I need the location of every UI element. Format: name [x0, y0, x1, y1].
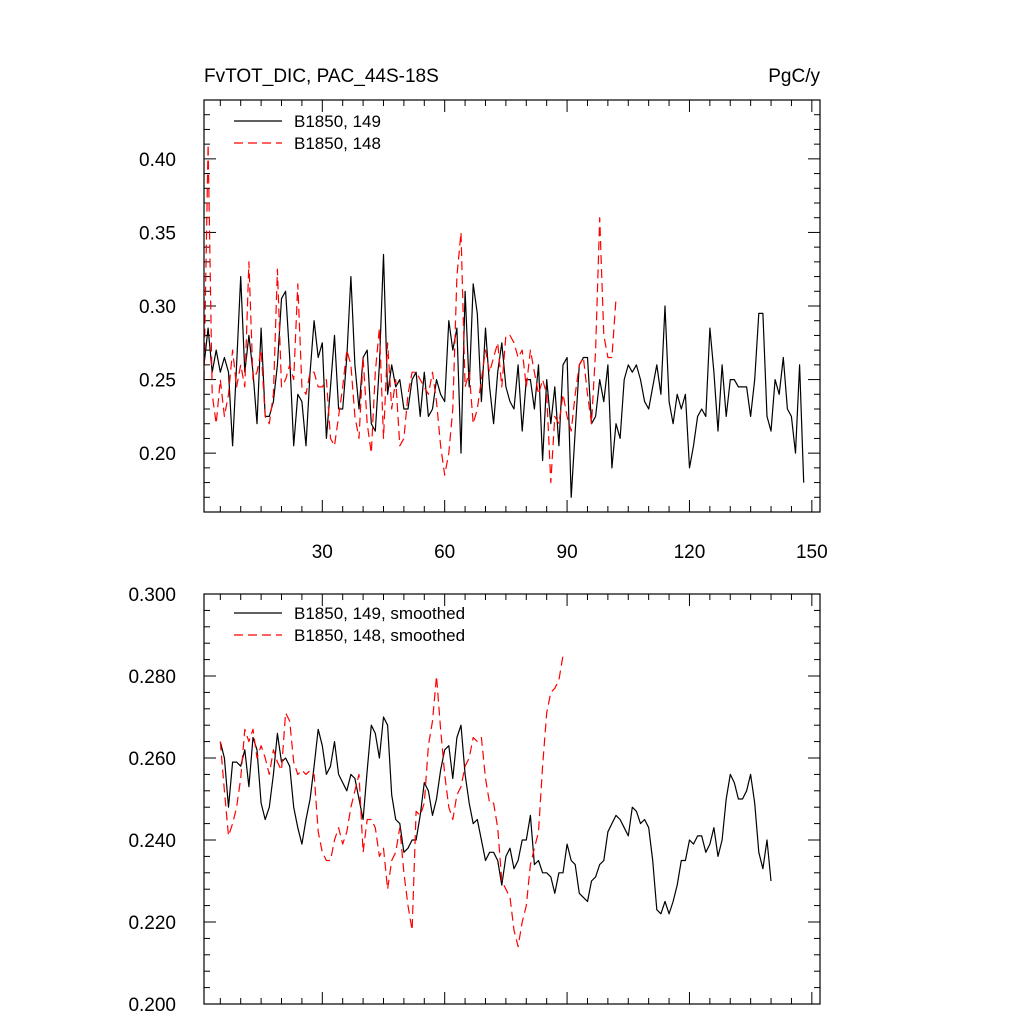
- bottom-y-tick-label: 0.240: [128, 831, 176, 852]
- top-panel: FvTOT_DIC, PAC_44S-18S PgC/y 30 60 90 120 15…: [139, 66, 828, 563]
- top-series-line-148: [203, 143, 617, 484]
- top-x-tick-label: 90: [557, 542, 578, 563]
- top-y-tick-label: 0.20: [139, 444, 176, 465]
- bottom-series-line-148: [219, 655, 564, 948]
- top-x-tick-label: 120: [674, 542, 706, 563]
- top-panel-frame: [203, 99, 821, 513]
- bottom-series-line-149: [219, 716, 772, 915]
- top-series-line-149: [203, 253, 805, 498]
- top-panel-units: PgC/y: [768, 66, 820, 87]
- bottom-y-tick-label: 0.260: [128, 749, 176, 770]
- bottom-panel: 0.200 0.220 0.240 0.260 0.280 0.300 B1850, 14…: [128, 585, 821, 1016]
- bottom-y-tick-label: 0.220: [128, 913, 176, 934]
- bottom-y-tick-label: 0.280: [128, 667, 176, 688]
- top-panel-ticks: 30 60 90 120 150 0.20 0.25 0.30 0.35 0.40: [139, 99, 828, 563]
- top-y-tick-label: 0.40: [139, 150, 176, 171]
- top-y-tick-label: 0.30: [139, 297, 176, 318]
- top-x-tick-label: 30: [312, 542, 333, 563]
- top-legend-label-148: B1850, 148: [294, 134, 381, 153]
- top-panel-legend: B1850, 149 B1850, 148: [234, 112, 381, 153]
- top-panel-title: FvTOT_DIC, PAC_44S-18S: [204, 66, 439, 87]
- top-x-tick-label: 60: [434, 542, 455, 563]
- bottom-panel-ticks: 0.200 0.220 0.240 0.260 0.280 0.300: [128, 585, 820, 1016]
- bottom-y-tick-label: 0.300: [128, 585, 176, 606]
- top-y-tick-label: 0.25: [139, 371, 176, 392]
- bottom-panel-frame: [203, 593, 821, 1005]
- bottom-legend-label-149: B1850, 149, smoothed: [294, 604, 465, 623]
- top-legend-label-149: B1850, 149: [294, 112, 381, 131]
- bottom-panel-lines: [219, 655, 772, 948]
- bottom-panel-legend: B1850, 149, smoothed B1850, 148, smoothe…: [234, 604, 465, 645]
- top-panel-lines: [203, 143, 805, 498]
- top-x-tick-label: 150: [796, 542, 828, 563]
- top-y-tick-label: 0.35: [139, 223, 176, 244]
- bottom-legend-label-148: B1850, 148, smoothed: [294, 626, 465, 645]
- bottom-y-tick-label: 0.200: [128, 995, 176, 1016]
